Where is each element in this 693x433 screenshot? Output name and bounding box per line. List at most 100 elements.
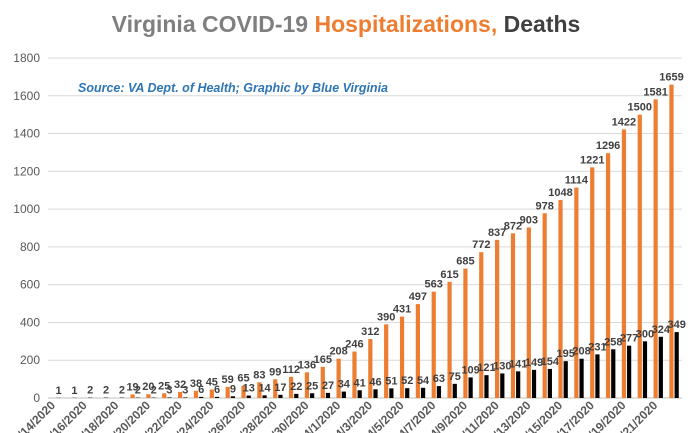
value-label: 75 [449,371,461,383]
title-text: Virginia COVID-19 [112,11,308,37]
bar [304,372,310,398]
value-label: 34 [338,379,351,391]
value-label: 17 [274,382,286,394]
y-tick-label: 800 [20,240,40,254]
bar [627,345,632,398]
value-label: 41 [354,377,366,389]
bar [146,394,151,398]
value-label: 563 [425,279,443,291]
value-label: 141 [509,358,527,370]
value-label: 312 [361,326,379,338]
value-label: 59 [222,374,234,386]
value-label: 165 [314,354,332,366]
title-series: Deaths [504,11,581,37]
value-label: 14 [258,382,271,394]
bar [500,373,505,398]
bar [262,395,267,398]
bar [209,389,214,398]
bar [294,393,299,398]
value-label: 300 [636,328,654,340]
bar [542,213,547,398]
bar [674,332,679,398]
bar [415,304,420,398]
value-label: 109 [461,364,479,376]
value-label: 2 [87,385,93,397]
bar [637,114,642,399]
value-label: 1296 [596,140,620,152]
bar [241,385,246,398]
bar [193,390,199,398]
bar [611,349,616,398]
value-label: 99 [269,366,281,378]
value-label: 121 [477,362,495,374]
bar [447,281,452,398]
value-label: 615 [440,269,458,281]
bar [162,393,167,398]
bar [320,366,325,398]
value-label: 772 [472,239,490,251]
value-label: 32 [174,379,186,391]
value-label: 1500 [628,102,652,114]
value-label: 1659 [659,72,683,84]
value-label: 13 [243,383,255,395]
bar [246,395,251,398]
bar [420,387,426,398]
bar [183,397,188,398]
value-label: 1221 [580,154,604,166]
value-label: 38 [190,378,202,390]
y-tick-label: 200 [20,353,40,367]
value-label: 208 [329,346,347,358]
value-label: 2 [103,385,109,397]
y-tick-label: 0 [33,391,40,405]
value-label: 277 [620,333,638,345]
value-label: 20 [142,381,154,393]
y-tick-label: 600 [20,278,40,292]
value-label: 837 [488,227,506,239]
y-tick-label: 1200 [13,164,40,178]
bar [479,252,484,398]
value-label: 83 [253,369,265,381]
bar [579,358,584,398]
bar [558,200,563,398]
value-label: 1422 [612,116,636,128]
bar [310,393,315,398]
value-label: 258 [604,336,622,348]
value-label: 6 [198,384,204,396]
bar [468,377,473,398]
value-label: 136 [298,359,316,371]
bar [526,227,531,398]
bar [288,376,294,398]
value-label: 130 [493,360,511,372]
value-label: 978 [535,200,553,212]
value-label: 1048 [548,187,572,199]
value-label: 2 [151,385,157,397]
value-label: 63 [433,373,445,385]
bar [389,388,394,398]
bar [574,187,579,398]
bar [199,396,204,398]
value-label: 25 [158,380,170,392]
y-tick-label: 1600 [13,89,40,103]
bar [325,392,331,398]
value-label: 903 [520,214,538,226]
bar [230,396,235,398]
bar [431,291,436,398]
bar [399,316,405,398]
y-tick-label: 1800 [13,51,40,65]
bar [214,396,220,398]
value-label: 208 [572,346,590,358]
value-label: 1 [55,385,61,397]
bar [495,239,500,398]
value-label: 149 [525,357,543,369]
value-label: 3 [182,384,188,396]
bar [531,369,537,398]
bar [384,324,389,398]
bar [621,129,627,398]
bar [510,233,516,398]
value-label: 19 [126,381,138,393]
value-label: 497 [409,291,427,303]
bar [405,388,410,398]
value-label: 195 [557,348,575,360]
value-label: 45 [206,377,218,389]
value-label: 231 [588,341,606,353]
